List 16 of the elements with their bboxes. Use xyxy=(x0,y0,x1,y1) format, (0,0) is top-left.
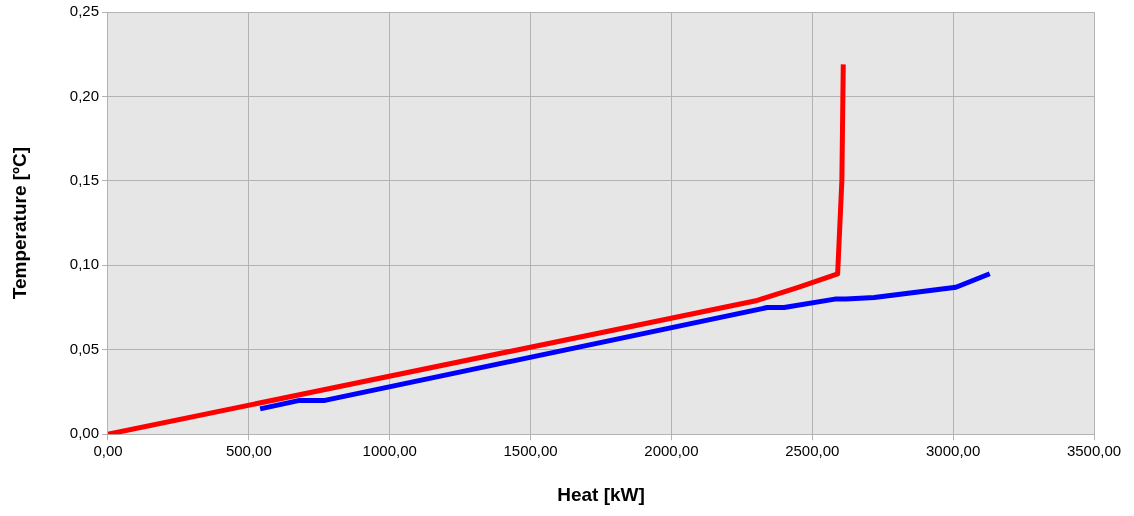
x-axis-title: Heat [kW] xyxy=(557,483,645,505)
x-tick-label: 3500,00 xyxy=(1066,442,1122,460)
y-tick-label: 0,10 xyxy=(69,255,99,273)
y-axis-title: Temperature [ºC] xyxy=(8,146,30,300)
x-tick-label: 2500,00 xyxy=(785,442,840,460)
x-tick-label: 3000,00 xyxy=(926,442,981,460)
y-tick-label: 0,05 xyxy=(69,339,99,357)
y-tick-label: 0,00 xyxy=(69,424,99,442)
y-tick-label: 0,15 xyxy=(69,171,99,189)
x-tick-label: 0,00 xyxy=(93,442,123,460)
y-tick-label: 0,25 xyxy=(69,2,99,20)
x-tick-label: 1000,00 xyxy=(362,442,417,460)
x-tick-label: 500,00 xyxy=(225,442,272,460)
x-tick-label: 1500,00 xyxy=(503,442,558,460)
x-tick-label: 2000,00 xyxy=(644,442,699,460)
y-tick-label: 0,20 xyxy=(69,86,99,104)
